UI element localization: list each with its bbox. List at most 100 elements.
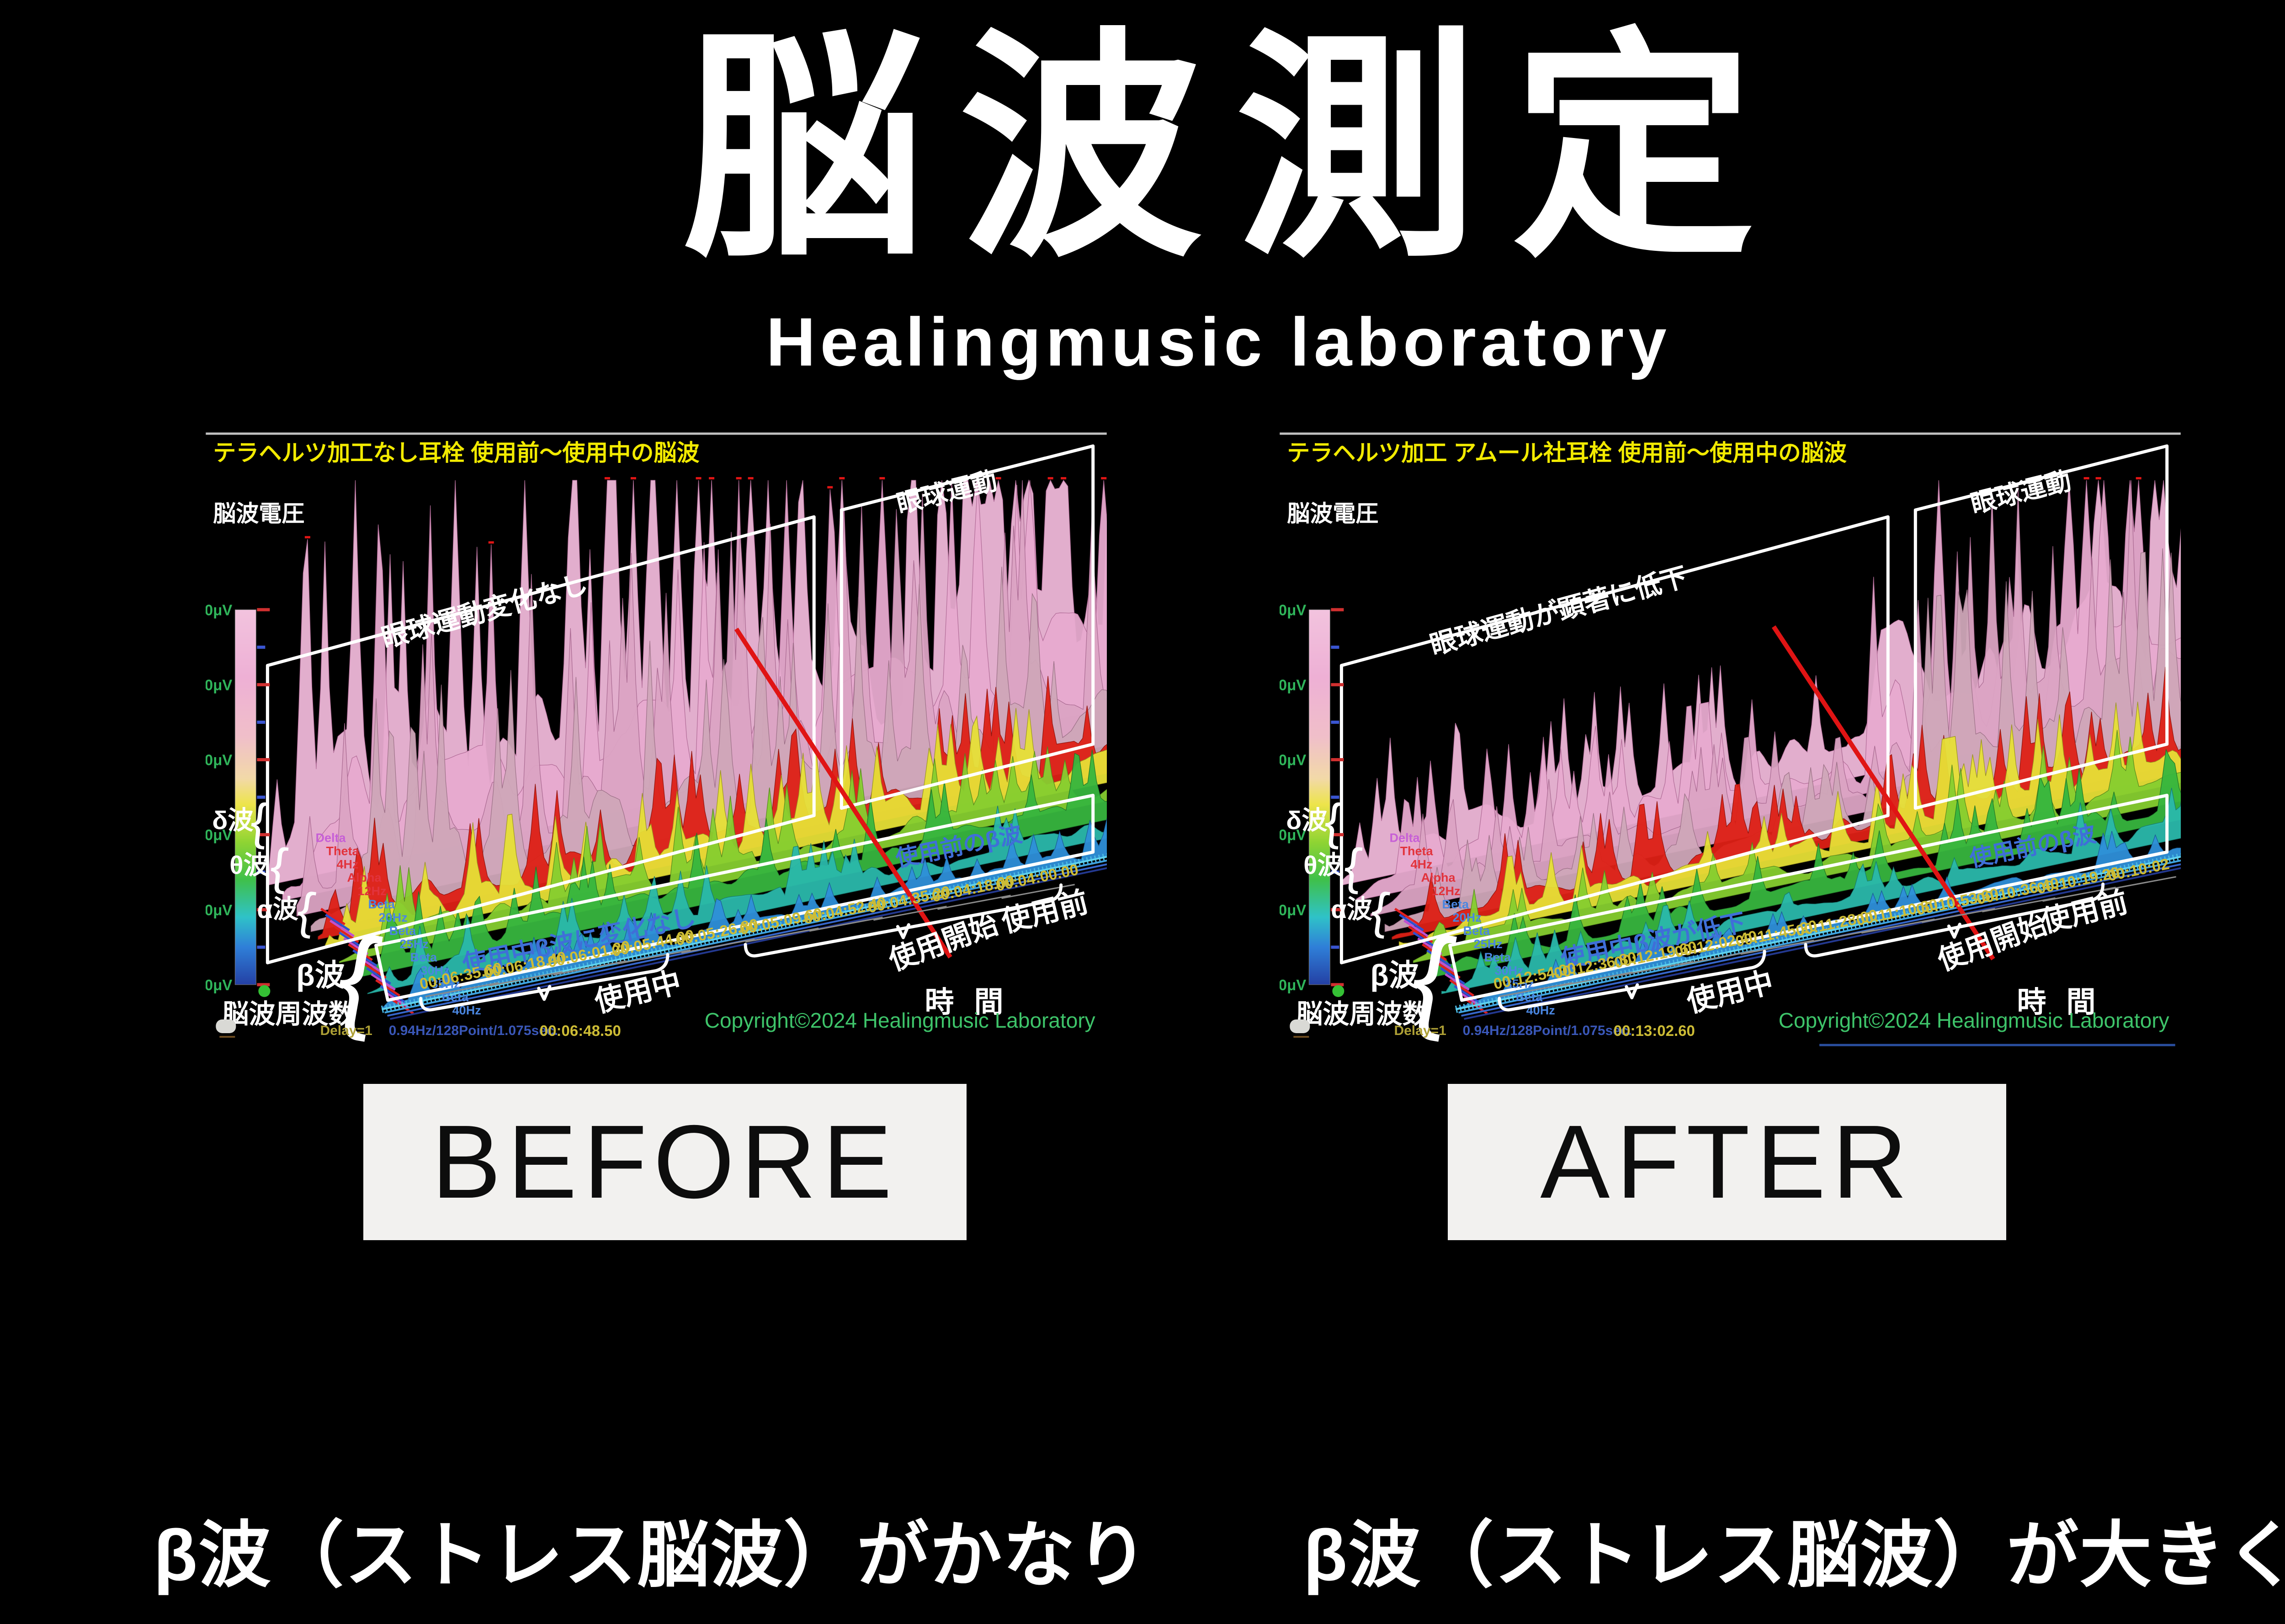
voltage-tick-label: 30μV: [206, 752, 232, 769]
freq-tick-label: Theta: [1400, 844, 1433, 858]
peak-marker: [1047, 477, 1053, 480]
before-description: β波（ストレス脳波）がかなり 高く、疲労又は緊張感がある ストレス気味の脳波です: [133, 1298, 1149, 1624]
freq-tick-label: Beta: [1484, 950, 1512, 964]
waterfall-mountains: [268, 477, 1107, 1020]
freq-tick-label: 25Hz: [1474, 937, 1503, 951]
spectrum-start-strokes: [348, 943, 373, 961]
freq-tick-label: Delta: [315, 831, 346, 845]
chart-path: [1339, 515, 1890, 965]
eeg-chart-after: 50μV 40μV 30μV 20μV 10μV 0μV テラヘルツ加工 アムール社耳栓 使…: [1280, 432, 2181, 1047]
peak-marker: [827, 486, 833, 488]
use-start-label: 使用開始: [885, 908, 1002, 977]
band-label-alpha: α波: [1331, 895, 1372, 923]
chart-path: [1625, 983, 1639, 999]
freq-tick-label: 20Hz: [1453, 911, 1482, 924]
copyright-label: Copyright©2024 Healingmusic Laboratory: [705, 1008, 1095, 1032]
voltage-tick-label: 20μV: [1280, 827, 1306, 844]
time-tick-rule: [681, 938, 755, 954]
spectrum-start-strokes: [1431, 955, 1456, 973]
scale-end-dot: [258, 985, 271, 997]
peak-marker: [488, 541, 494, 544]
time-tick-rule: [425, 982, 499, 998]
phase-before-label: 使用前: [998, 885, 1091, 938]
peak-marker: [879, 477, 885, 480]
freq-tick-label: 12Hz: [358, 884, 387, 898]
eye-box-annotation: 眼球運動が顕著に低下: [1427, 562, 1690, 661]
band-brace: {: [1342, 837, 1364, 895]
eye-annotation: 眼球運動: [1967, 466, 2074, 519]
freq-tick-label: Beta: [389, 924, 417, 938]
chart-path: [374, 794, 1095, 1002]
eeg-chart-before-svg: 50μV 40μV 30μV 20μV 10μV 0μV テラヘルツ加工なし耳栓 使用前～使…: [206, 432, 1107, 1043]
time-tick-rule: [1861, 918, 1935, 934]
panel-title: テラヘルツ加工 アムール社耳栓 使用前～使用中の脳波: [1287, 440, 1847, 466]
spectrum-start-strokes: [366, 967, 391, 985]
status-end-time: 00:06:48.50: [540, 1022, 621, 1039]
time-axis-label: 時間: [925, 986, 1023, 1019]
freq-tick-label: Beta: [1463, 924, 1491, 938]
freq-tick-label: 30Hz: [1495, 964, 1524, 977]
time-tick-rule: [1982, 897, 2056, 913]
time-tick-rule: [1559, 971, 1633, 987]
before-badge-label: BEFORE: [431, 1104, 898, 1220]
before-description-line: β波（ストレス脳波）がかなり: [133, 1515, 1149, 1596]
spectrum-start-strokes: [320, 908, 345, 925]
voltage-color-bar: [234, 609, 256, 985]
band-label-theta: θ波: [1303, 851, 1343, 880]
freq-tick-label: Beta: [368, 897, 396, 911]
voltage-tick-label: 30μV: [1280, 752, 1306, 769]
time-tick-rule: [809, 916, 883, 932]
voltage-tick-label: 0μV: [206, 977, 232, 993]
use-start-label: 使用開始: [1934, 908, 2051, 977]
eeg-ridge: [381, 817, 1107, 1010]
spectrum-start-strokes: [357, 955, 382, 973]
time-tick-rule: [1740, 939, 1814, 955]
freq-tick-label: Alpha: [1421, 871, 1456, 885]
peak-marker: [696, 477, 701, 480]
eeg-ridge: [1413, 730, 2181, 963]
eeg-ridge: [367, 806, 1107, 994]
time-tick-rule: [1499, 982, 1573, 998]
voltage-tick-label: 20μV: [206, 827, 232, 844]
time-tick-rule: [937, 895, 1011, 910]
freq-tick-label: Alpha: [347, 871, 382, 885]
time-axis-edge: [384, 860, 1107, 1014]
before-badge: BEFORE: [363, 1084, 967, 1240]
spectrum-start-strokes: [1403, 919, 1429, 937]
chart-path: [1947, 923, 1961, 939]
freq-tick-label: 12Hz: [1432, 884, 1461, 898]
freq-tick-label: 4Hz: [1410, 858, 1432, 871]
time-axis-edge: [1464, 867, 2181, 1020]
voltage-color-bar: [1308, 609, 1330, 985]
voltage-tick-label: 50μV: [1280, 601, 1306, 618]
voltage-tick-label: 10μV: [1280, 902, 1306, 918]
peak-marker: [2095, 477, 2101, 480]
eeg-ridge: [1384, 548, 2181, 932]
waterfall-mountains: [1342, 477, 2181, 1020]
freq-tick-label: 4Hz: [336, 858, 358, 871]
time-tick-rule: [1801, 929, 1875, 945]
freq-tick-label: Delta: [1389, 831, 1420, 845]
eye-box-annotation: 眼球運動変化なし: [378, 569, 591, 653]
band-label-beta: β波: [1370, 958, 1419, 992]
band-label-beta: β波: [296, 958, 345, 992]
chart-path: [896, 923, 910, 939]
band-label-delta: δ波: [212, 806, 253, 835]
voltage-tick-label: 50μV: [206, 601, 232, 618]
use-start-line: [734, 627, 952, 959]
chart-path: [744, 883, 1063, 958]
eeg-chart-before: 50μV 40μV 30μV 20μV 10μV 0μV テラヘルツ加工なし耳栓 使用前～使…: [206, 432, 1107, 1047]
eeg-ridge: [1441, 788, 2181, 994]
spectrum-start-strokes: [1426, 949, 1451, 967]
use-start-line: [1771, 625, 1995, 961]
status-delay: Delay=1: [320, 1023, 372, 1038]
time-tick-rule: [745, 927, 819, 943]
spectrum-start-strokes: [325, 913, 350, 931]
peak-marker: [2083, 477, 2089, 480]
after-badge-label: AFTER: [1540, 1104, 1914, 1220]
time-axis-label: 時間: [2017, 986, 2115, 1019]
freq-tick-label: 30Hz: [421, 964, 450, 977]
freq-tick-label: Theta: [326, 844, 359, 858]
freq-tick-label: 20Hz: [379, 911, 408, 924]
time-axis-edge: [1458, 860, 2181, 1014]
